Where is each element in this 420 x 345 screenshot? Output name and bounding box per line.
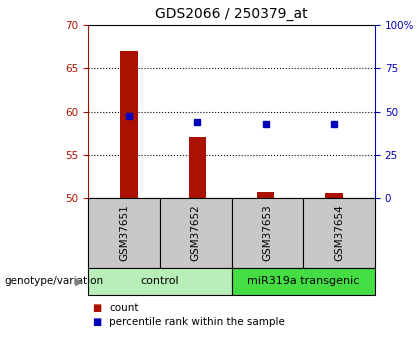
- Text: count: count: [109, 303, 139, 313]
- Text: ▶: ▶: [75, 276, 84, 286]
- Bar: [326, 193, 343, 198]
- Text: control: control: [140, 276, 179, 286]
- Bar: [257, 192, 274, 198]
- Text: percentile rank within the sample: percentile rank within the sample: [109, 317, 285, 327]
- Text: miR319a transgenic: miR319a transgenic: [247, 276, 360, 286]
- Bar: [189, 137, 206, 198]
- Bar: [121, 51, 137, 198]
- Title: GDS2066 / 250379_at: GDS2066 / 250379_at: [155, 7, 308, 21]
- Text: GSM37653: GSM37653: [262, 205, 273, 262]
- Text: genotype/variation: genotype/variation: [4, 276, 103, 286]
- Text: GSM37651: GSM37651: [119, 205, 129, 262]
- Text: ■: ■: [92, 317, 102, 327]
- Text: GSM37654: GSM37654: [334, 205, 344, 262]
- Text: GSM37652: GSM37652: [191, 205, 201, 262]
- Text: ■: ■: [92, 303, 102, 313]
